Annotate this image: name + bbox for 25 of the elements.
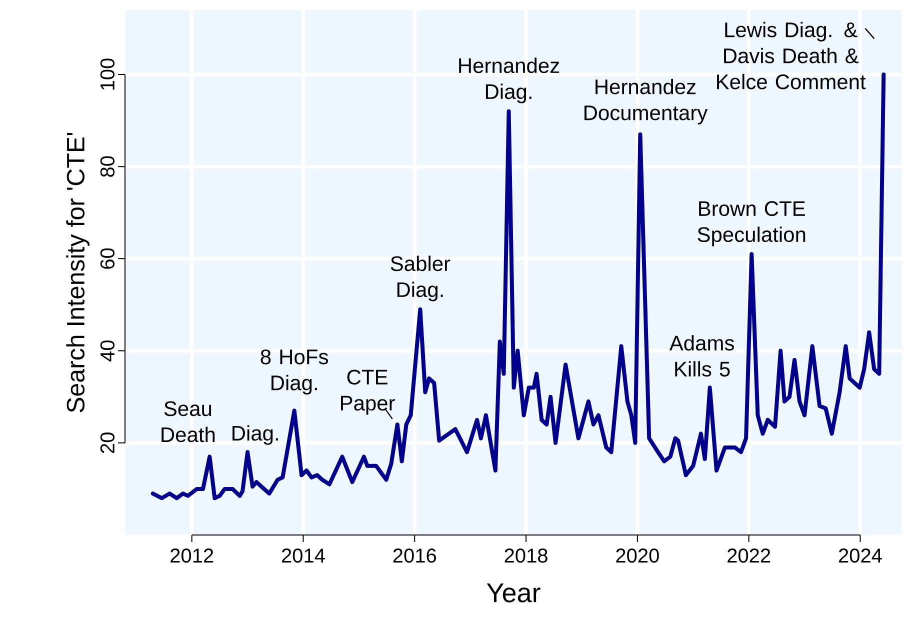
x-tick-label: 2020 bbox=[616, 548, 659, 563]
y-tick-label: 100 bbox=[100, 58, 115, 90]
x-tick-label: 2018 bbox=[504, 548, 548, 563]
y-tick-label: 80 bbox=[100, 156, 115, 177]
line-series bbox=[150, 72, 886, 500]
y-tick-label: 20 bbox=[100, 432, 115, 454]
annotation: CTE Paper bbox=[340, 370, 395, 415]
annotation: Hernandez Diag. bbox=[459, 58, 560, 104]
x-tick-label: 2016 bbox=[393, 548, 436, 563]
annotation: Lewis Diag. & Davis Death & Kelce Comment bbox=[717, 22, 866, 90]
annotation: Brown CTE Speculation bbox=[698, 201, 806, 246]
y-tick-label: 40 bbox=[100, 340, 115, 362]
annotation: 8 HoFs Diag. bbox=[260, 349, 328, 394]
x-tick-label: 2024 bbox=[838, 548, 882, 563]
x-axis-title: Year bbox=[486, 584, 540, 602]
y-axis-title: Search Intensity for 'CTE' bbox=[66, 132, 90, 412]
annotation: Adams Kills 5 bbox=[669, 335, 734, 377]
annotation: Hernandez Documentary bbox=[584, 78, 708, 124]
x-tick-label: 2012 bbox=[170, 548, 214, 563]
annotation: Seau Death bbox=[162, 401, 215, 442]
annotation: Diag. bbox=[232, 425, 278, 445]
y-tick-label: 60 bbox=[100, 248, 115, 269]
x-tick-label: 2014 bbox=[282, 548, 325, 563]
annotation: Sabler Diag. bbox=[390, 256, 450, 302]
x-tick-label: 2022 bbox=[728, 548, 770, 563]
